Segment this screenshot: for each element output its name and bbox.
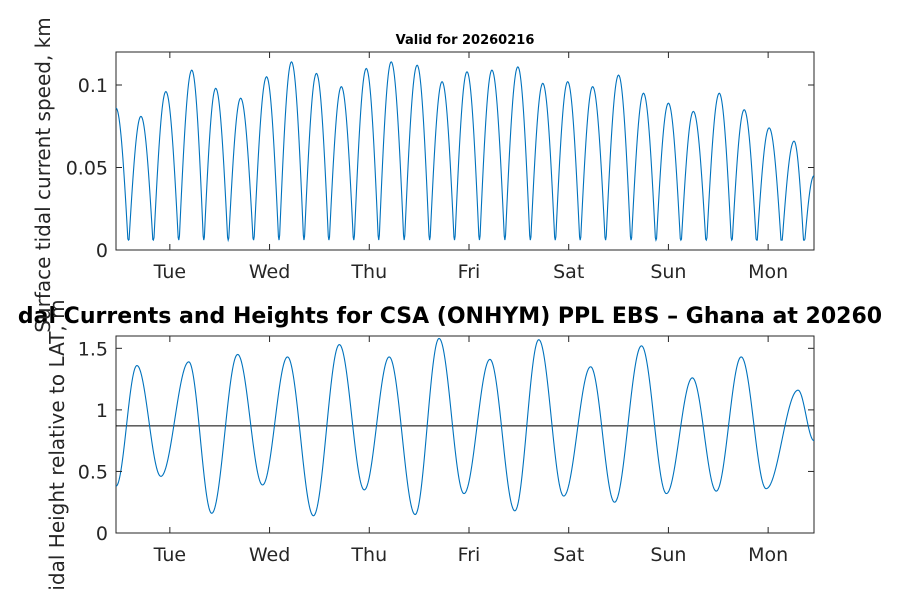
x-tick-label: Mon	[748, 544, 788, 566]
current-speed-series-line	[115, 61, 815, 243]
x-tick-label: Fri	[458, 261, 481, 283]
x-tick-label: Tue	[153, 544, 186, 566]
y-tick-label: 0.5	[78, 461, 108, 483]
x-tick-label: Fri	[458, 544, 481, 566]
current-speed-y-axis-label: Surface tidal current speed, km	[31, 17, 55, 333]
tidal-height-y-ticks: 0 0.5 1 1.5	[78, 338, 814, 545]
current-speed-y-ticks: 0 0.05 0.1	[66, 75, 814, 262]
y-tick-label: 0	[96, 240, 108, 262]
tidal-height-y-axis-label: idal Height relative to LAT, m	[45, 299, 69, 590]
y-tick-label: 0.05	[66, 158, 108, 180]
current-speed-panel: 0 0.05 0.1 Tue Wed Thu Fri Sat Sun Mon Valid for…	[66, 33, 815, 283]
x-tick-label: Tue	[153, 261, 186, 283]
y-tick-label: 0	[96, 523, 108, 545]
y-tick-label: 1	[96, 400, 108, 422]
x-tick-label: Wed	[249, 544, 290, 566]
x-tick-label: Sat	[553, 544, 584, 566]
x-tick-label: Sat	[553, 261, 584, 283]
current-speed-plot-area	[115, 51, 815, 251]
x-tick-label: Wed	[249, 261, 290, 283]
tidal-height-panel: 0 0.5 1 1.5 Tue Wed Thu Fri Sat Sun Mon dal Curre…	[18, 304, 882, 566]
tidal-height-x-ticks: Tue Wed Thu Fri Sat Sun Mon	[153, 336, 788, 566]
tidal-height-series-line	[115, 337, 815, 517]
x-tick-label: Sun	[650, 261, 686, 283]
x-tick-label: Thu	[350, 544, 387, 566]
current-speed-title: Valid for 20260216	[396, 33, 535, 48]
x-tick-label: Thu	[350, 261, 387, 283]
x-tick-label: Mon	[748, 261, 788, 283]
tidal-height-plot-area	[115, 335, 815, 534]
y-tick-label: 1.5	[78, 338, 108, 360]
x-tick-label: Sun	[650, 544, 686, 566]
y-tick-label: 0.1	[78, 75, 108, 97]
current-speed-x-ticks: Tue Wed Thu Fri Sat Sun Mon	[153, 52, 788, 283]
tidal-height-title: dal Currents and Heights for CSA (ONHYM)…	[18, 304, 882, 329]
